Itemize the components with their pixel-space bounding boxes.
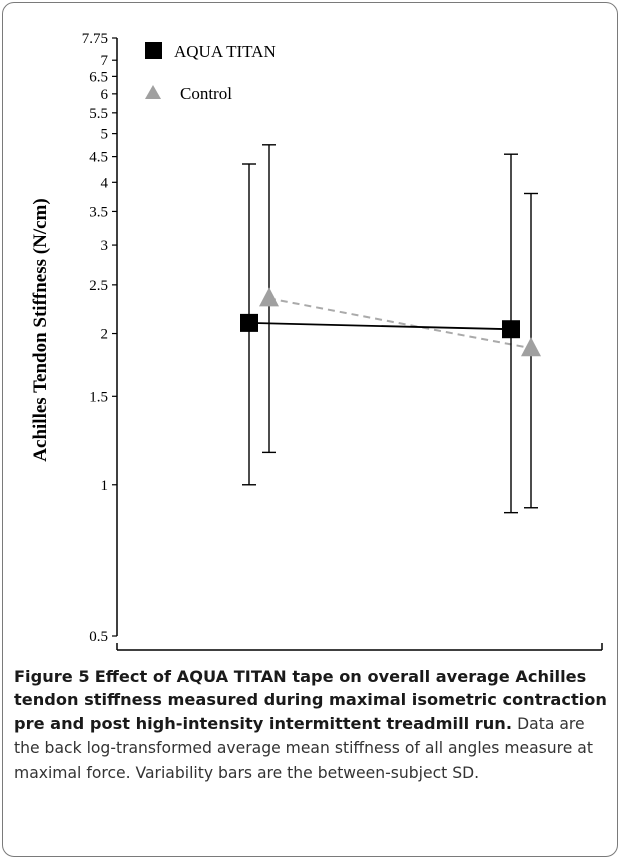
legend-marker-square [145,42,162,59]
y-tick-label: 1 [101,478,109,494]
figure-label: Figure 5 [14,667,90,686]
legend-marker-triangle [145,85,161,99]
y-tick-label: 4 [101,175,109,191]
data-point-triangle [259,287,279,307]
y-tick-label: 1.5 [89,389,108,405]
figure-title: Effect of AQUA TITAN tape on overall ave… [14,667,607,733]
y-axis-label: Achilles Tendon Stiffness (N/cm) [30,198,51,461]
y-tick-label: 2 [101,327,109,343]
y-axis: 0.5 1 1.5 2 2.5 3 3.5 4 4.5 5 5.5 6 6.57 7.75 [82,31,118,645]
x-axis: Pre loading run48-h recovery [116,643,603,651]
y-tick-label: 7.75 [82,31,108,47]
figure-body: Data are the back log-transformed averag… [14,714,593,782]
y-tick-label: 5.5 [89,106,108,122]
y-tick-label: 2.5 [89,278,108,294]
series-aqua-titan [240,153,520,514]
series-control [259,144,541,509]
figure-caption: Figure 5 Effect of AQUA TITAN tape on ov… [14,665,610,785]
series-line [268,297,532,350]
legend: AQUA TITAN Control [145,42,276,103]
data-point-square [502,320,520,339]
legend-label-control: Control [180,84,232,103]
y-tick-label: 6.5 [89,69,108,85]
legend-label-aqua-titan: AQUA TITAN [174,42,276,61]
series-line [248,321,512,331]
data-point-square [240,313,258,332]
y-tick-label: 7 [101,53,109,69]
data-point-triangle [521,337,541,357]
y-tick-label: 0.5 [89,629,108,645]
y-tick-label: 6 [101,87,109,103]
series-layer [240,144,541,514]
chart: 0.5 1 1.5 2 2.5 3 3.5 4 4.5 5 5.5 6 6.57 7.75 Pre loa… [30,31,603,651]
y-tick-label: 4.5 [89,150,108,166]
y-tick-label: 5 [101,127,109,143]
y-tick-label: 3 [101,238,109,254]
y-tick-label: 3.5 [89,204,108,220]
